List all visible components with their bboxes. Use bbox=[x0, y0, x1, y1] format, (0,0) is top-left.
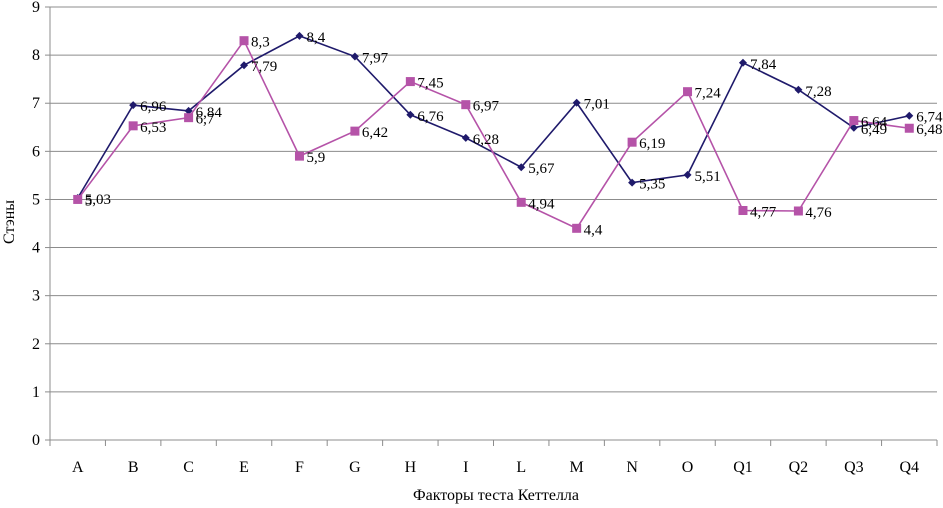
series-1-data-label: 7,01 bbox=[584, 97, 610, 113]
series-2-data-label: 4,94 bbox=[528, 196, 555, 212]
series-1-point bbox=[406, 110, 415, 119]
series-1-point bbox=[738, 58, 747, 67]
x-tick-label: N bbox=[626, 459, 638, 476]
series-1-data-label: 6,96 bbox=[140, 99, 167, 115]
x-axis-title: Факторы теста Кеттелла bbox=[413, 487, 579, 504]
series-2-point bbox=[239, 36, 249, 46]
series-2-point bbox=[294, 151, 304, 161]
series-group bbox=[73, 31, 914, 233]
x-tick-label: Q3 bbox=[844, 459, 864, 476]
y-tick-label: 5 bbox=[32, 191, 40, 208]
y-tick-label: 6 bbox=[32, 143, 40, 160]
x-tick-label: I bbox=[463, 459, 468, 476]
series-2-data-label: 7,45 bbox=[417, 76, 443, 92]
y-tick-label: 4 bbox=[32, 240, 40, 257]
y-tick-label: 8 bbox=[32, 47, 40, 64]
series-1-point bbox=[683, 170, 692, 179]
series-1-data-label: 5,51 bbox=[695, 169, 721, 185]
x-tick-label: Q4 bbox=[900, 459, 920, 476]
series-2-data-label: 5 bbox=[85, 193, 93, 209]
y-tick-label: 9 bbox=[32, 0, 40, 16]
series-2-data-label: 6,7 bbox=[196, 112, 215, 128]
series-1-data-label: 6,49 bbox=[861, 122, 887, 138]
series-2-point bbox=[461, 100, 471, 110]
series-2-data-label: 4,77 bbox=[750, 205, 777, 221]
series-1-point bbox=[184, 106, 193, 115]
axes bbox=[45, 6, 938, 446]
x-tick-label: Q2 bbox=[789, 459, 809, 476]
series-1-data-label: 6,76 bbox=[417, 109, 444, 125]
series-1-point bbox=[628, 178, 637, 187]
series-1-data-label: 6,74 bbox=[916, 110, 943, 126]
x-tick-label: H bbox=[405, 459, 417, 476]
series-2-point bbox=[405, 77, 415, 87]
series-1-point bbox=[129, 101, 138, 110]
x-tick-label: B bbox=[128, 459, 139, 476]
series-2-data-label: 6,19 bbox=[639, 136, 665, 152]
series-1-data-label: 7,84 bbox=[750, 57, 777, 73]
series-2-data-label: 7,24 bbox=[695, 86, 722, 102]
y-tick-label: 1 bbox=[32, 384, 40, 401]
series-2-point bbox=[73, 194, 83, 204]
series-2-data-label: 6,64 bbox=[861, 115, 888, 131]
series-2-point bbox=[184, 113, 194, 123]
series-1-data-label: 7,97 bbox=[362, 51, 389, 67]
series-2-data-label: 6,48 bbox=[916, 122, 942, 138]
series-2-point bbox=[128, 121, 138, 131]
series-2-point bbox=[627, 137, 637, 147]
series-2-data-label: 4,4 bbox=[584, 222, 603, 238]
data-labels-group: 5,03 6,96 6,84 7,79 8,4 7,97 6,76 6,28 5,67 7,01 5… bbox=[85, 30, 943, 238]
series-2-point bbox=[849, 116, 859, 126]
series-1-point bbox=[461, 133, 470, 142]
series-2-point bbox=[793, 206, 803, 216]
x-tick-label: E bbox=[239, 459, 249, 476]
series-line-2 bbox=[77, 39, 910, 230]
series-2-point bbox=[572, 223, 582, 233]
grid-lines bbox=[50, 6, 937, 441]
series-2-point bbox=[738, 206, 748, 216]
series-1-point bbox=[295, 31, 304, 40]
series-1-data-label: 5,03 bbox=[85, 192, 111, 208]
x-tick-label: Q1 bbox=[733, 459, 753, 476]
y-tick-label: 7 bbox=[32, 95, 40, 112]
series-1-point bbox=[794, 85, 803, 94]
series-1-point bbox=[350, 52, 359, 61]
x-tick-label: A bbox=[72, 459, 84, 476]
series-1-point bbox=[905, 111, 914, 120]
series-1-data-label: 5,35 bbox=[639, 177, 665, 193]
series-2-data-label: 6,42 bbox=[362, 125, 388, 141]
series-2-point bbox=[516, 197, 526, 207]
y-tick-labels: 0 1 2 3 4 5 6 7 8 9 bbox=[32, 0, 40, 449]
series-2-point bbox=[904, 123, 914, 133]
x-tick-label: G bbox=[349, 459, 361, 476]
series-2-point bbox=[683, 87, 693, 97]
series-1-data-label: 6,84 bbox=[196, 105, 223, 121]
y-tick-label: 3 bbox=[32, 288, 40, 305]
y-tick-label: 2 bbox=[32, 336, 40, 353]
series-1-data-label: 7,28 bbox=[805, 84, 831, 100]
y-tick-label: 0 bbox=[32, 432, 40, 449]
series-2-data-label: 6,97 bbox=[473, 99, 500, 115]
x-tick-label: L bbox=[516, 459, 526, 476]
series-1-data-label: 5,67 bbox=[528, 161, 555, 177]
y-axis-title: Стэны bbox=[1, 200, 18, 244]
series-2-data-label: 8,3 bbox=[251, 35, 270, 51]
series-2-data-label: 5,9 bbox=[306, 150, 325, 166]
series-2-point bbox=[350, 126, 360, 136]
series-1-point bbox=[849, 123, 858, 132]
series-1-data-label: 8,4 bbox=[306, 30, 325, 46]
x-tick-labels: A B C E F G H I L M N O Q1 Q2 Q3 Q4 bbox=[72, 459, 919, 476]
series-1-point bbox=[517, 163, 526, 172]
series-1-point bbox=[240, 61, 249, 70]
x-tick-label: O bbox=[682, 459, 694, 476]
x-tick-label: F bbox=[295, 459, 304, 476]
x-tick-label: M bbox=[570, 459, 584, 476]
series-2-data-label: 6,53 bbox=[140, 120, 166, 136]
series-1-data-label: 7,79 bbox=[251, 59, 277, 75]
series-1-point bbox=[572, 98, 581, 107]
series-2-data-label: 4,76 bbox=[805, 205, 832, 221]
x-tick-label: C bbox=[183, 459, 194, 476]
series-1-data-label: 6,28 bbox=[473, 132, 499, 148]
